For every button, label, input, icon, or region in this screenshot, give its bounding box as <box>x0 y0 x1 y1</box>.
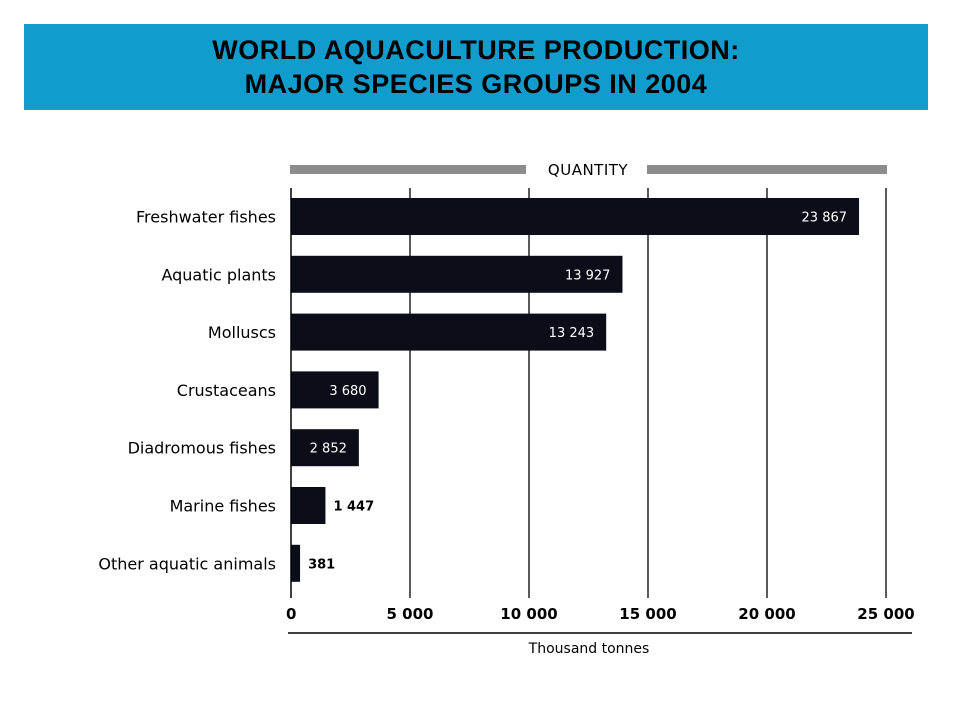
category-label: Aquatic plants <box>161 265 276 284</box>
category-label: Diadromous fishes <box>128 439 276 458</box>
quantity-header-bar-left <box>290 165 526 174</box>
x-axis: 0 5 000 10 000 15 000 20 000 25 000 <box>286 188 915 634</box>
value-labels: 23 867 13 927 13 243 3 680 2 852 1 447 381 <box>308 211 847 573</box>
tick-label: 5 000 <box>387 605 434 623</box>
bar <box>291 544 301 582</box>
title-line-2: MAJOR SPECIES GROUPS IN 2004 <box>244 69 708 99</box>
quantity-header-label: QUANTITY <box>548 161 629 179</box>
category-label: Other aquatic animals <box>98 554 276 573</box>
title-banner: WORLD AQUACULTURE PRODUCTION: MAJOR SPEC… <box>24 24 928 110</box>
data-label: 2 852 <box>310 442 347 457</box>
category-labels: Freshwater fishes Aquatic plants Molluscs C… <box>98 208 276 574</box>
tick-label: 25 000 <box>857 605 914 623</box>
gridlines <box>409 188 887 598</box>
tick-label: 15 000 <box>619 605 676 623</box>
data-label: 1 447 <box>333 500 374 515</box>
category-label: Marine fishes <box>170 497 276 516</box>
x-axis-title: Thousand tonnes <box>528 641 650 657</box>
data-label: 381 <box>308 557 335 572</box>
bar <box>291 487 326 524</box>
bar <box>291 429 359 467</box>
data-label: 13 927 <box>565 268 611 283</box>
tick-label: 10 000 <box>500 605 557 623</box>
category-label: Crustaceans <box>177 381 276 400</box>
category-label: Freshwater fishes <box>136 208 276 227</box>
bar <box>291 371 379 409</box>
quantity-header-bar-right <box>647 165 887 174</box>
data-label: 3 680 <box>329 384 366 399</box>
bar <box>291 255 623 293</box>
data-label: 23 867 <box>802 211 848 226</box>
tick-label: 20 000 <box>738 605 795 623</box>
data-label: 13 243 <box>549 326 595 341</box>
bar <box>291 313 607 351</box>
title-line-1: WORLD AQUACULTURE PRODUCTION: <box>212 35 740 65</box>
quantity-header: QUANTITY <box>290 161 887 179</box>
category-label: Molluscs <box>208 323 276 342</box>
tick-label: 0 <box>286 605 296 623</box>
bars <box>291 198 860 582</box>
bar <box>291 198 860 235</box>
